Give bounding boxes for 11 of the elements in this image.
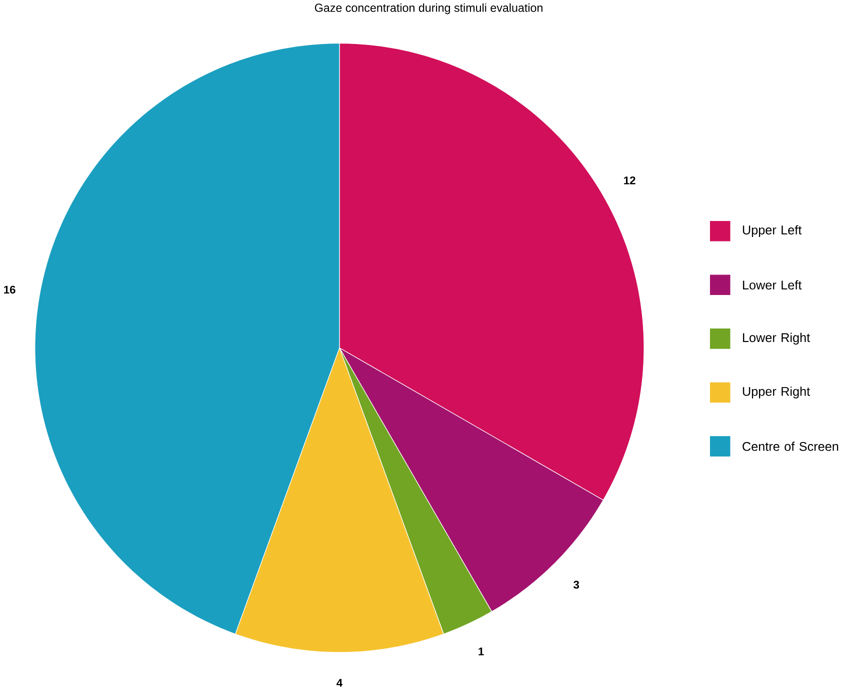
data-label: 16 xyxy=(4,286,16,294)
data-label: 3 xyxy=(574,580,580,589)
data-label: 1 xyxy=(478,648,484,656)
legend-label: Lower Left xyxy=(743,280,802,290)
legend-label: Upper Right xyxy=(742,386,810,398)
legend-label: Upper Left xyxy=(742,225,802,237)
legend-label: Lower Right xyxy=(743,332,810,345)
data-label: 4 xyxy=(336,679,342,687)
legend-label: Centre of Screen xyxy=(742,442,838,451)
chart-title: Gaze concentration during stimuli evaluation xyxy=(314,3,542,14)
data-label: 12 xyxy=(624,176,636,184)
